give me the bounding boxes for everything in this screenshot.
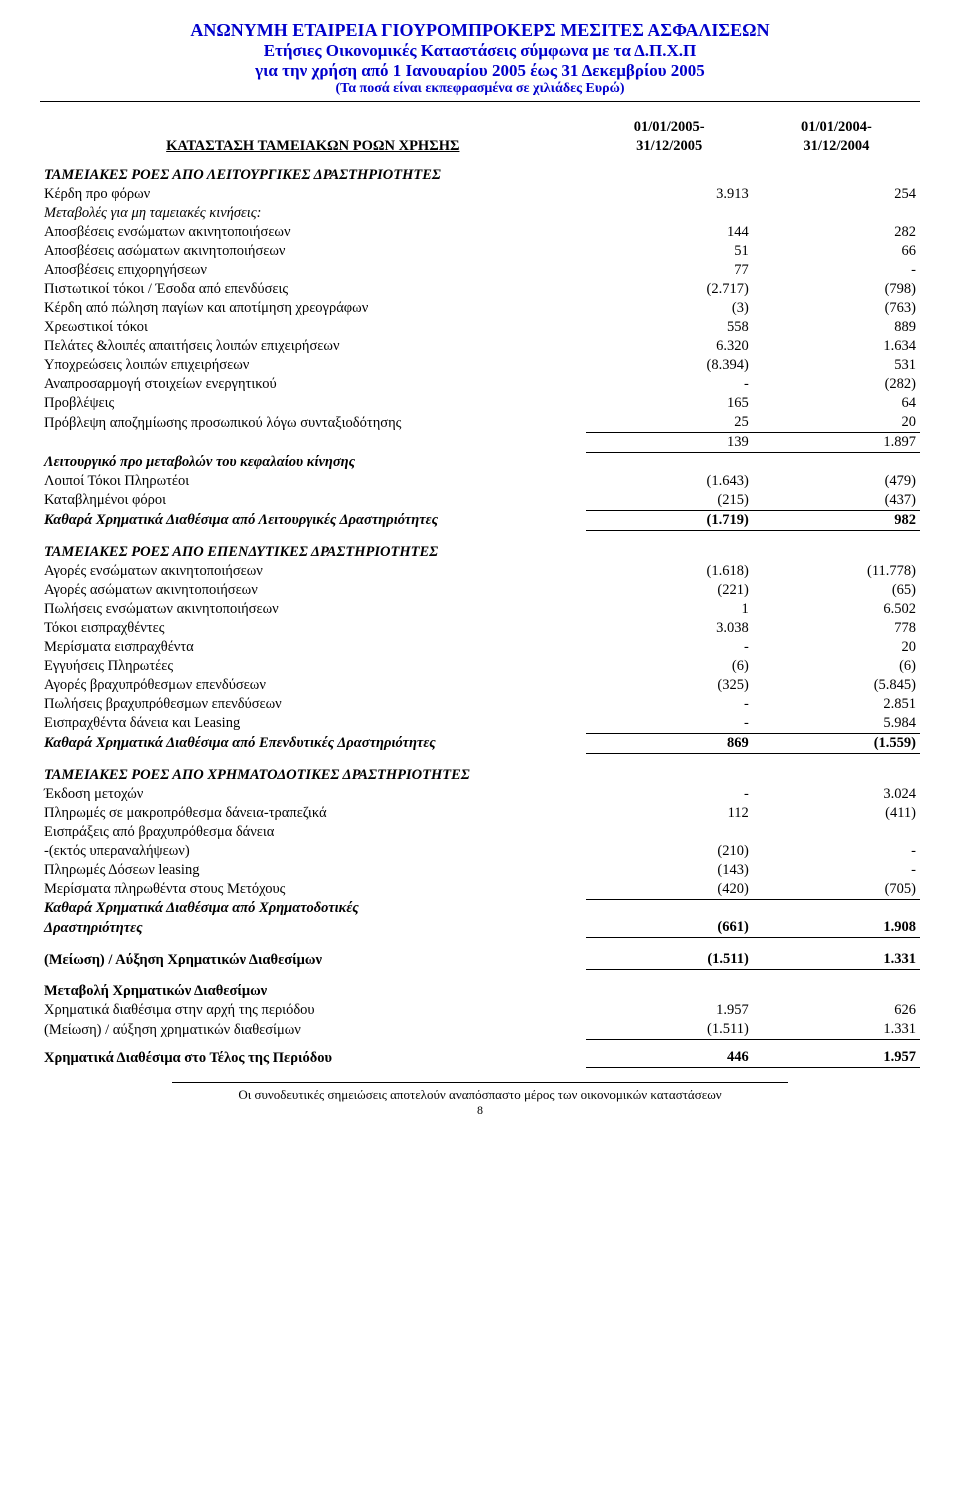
table-row: Αγορές ασώματων ακινητοποιήσεων(221)(65) xyxy=(40,581,920,600)
table-row: Αποσβέσεις επιχορηγήσεων77- xyxy=(40,261,920,280)
page-number: 8 xyxy=(40,1103,920,1118)
document-header: ΑΝΩΝΥΜΗ ΕΤΑΙΡΕΙΑ ΓΙΟΥΡΟΜΠΡΟΚΕΡΣ ΜΕΣΙΤΕΣ … xyxy=(40,20,920,97)
table-row: Λειτουργικό προ μεταβολών του κεφαλαίου … xyxy=(40,453,920,472)
section-change: Μεταβολή Χρηματικών Διαθεσίμων xyxy=(40,982,586,1001)
table-row: Μερίσματα πληρωθέντα στους Μετόχους(420)… xyxy=(40,880,920,900)
table-row: Προβλέψεις16564 xyxy=(40,394,920,413)
cashflow-table: ΚΑΤΑΣΤΑΣΗ ΤΑΜΕΙΑΚΩΝ ΡΟΩΝ ΧΡΗΣΗΣ 01/01/20… xyxy=(40,118,920,1068)
table-row: Πληρωμές σε μακροπρόθεσμα δάνεια-τραπεζι… xyxy=(40,804,920,823)
table-row: Κέρδη από πώληση παγίων και αποτίμηση χρ… xyxy=(40,299,920,318)
table-row: Χρηματικά διαθέσιμα στην αρχή της περιόδ… xyxy=(40,1001,920,1020)
header-rule xyxy=(40,101,920,102)
table-row: Πελάτες &λοιπές απαιτήσεις λοιπών επιχει… xyxy=(40,337,920,356)
main-title: ΚΑΤΑΣΤΑΣΗ ΤΑΜΕΙΑΚΩΝ ΡΟΩΝ ΧΡΗΣΗΣ xyxy=(166,128,459,154)
table-row: Μεταβολές για μη ταμειακές κινήσεις: xyxy=(40,204,920,223)
table-row: Τόκοι εισπραχθέντες3.038778 xyxy=(40,619,920,638)
table-row: Αγορές ενσώματων ακινητοποιήσεων(1.618)(… xyxy=(40,562,920,581)
period2-top: 01/01/2004- xyxy=(753,118,920,137)
table-row: Εισπραχθέντα δάνεια και Leasing-5.984 xyxy=(40,714,920,734)
section-investing: ΤΑΜΕΙΑΚΕΣ ΡΟΕΣ ΑΠΟ ΕΠΕΝΔΥΤΙΚΕΣ ΔΡΑΣΤΗΡΙΟ… xyxy=(40,543,586,562)
table-row: Καταβλημένοι φόροι(215)(437) xyxy=(40,491,920,511)
section-financing: ΤΑΜΕΙΑΚΕΣ ΡΟΕΣ ΑΠΟ ΧΡΗΜΑΤΟΔΟΤΙΚΕΣ ΔΡΑΣΤΗ… xyxy=(40,766,586,785)
table-row: Έκδοση μετοχών-3.024 xyxy=(40,785,920,804)
table-row: (Μείωση) / Αύξηση Χρηματικών Διαθεσίμων(… xyxy=(40,950,920,970)
table-row: Εισπράξεις από βραχυπρόθεσμα δάνεια xyxy=(40,823,920,842)
table-row: Καθαρά Χρηματικά Διαθέσιμα από Λειτουργι… xyxy=(40,510,920,530)
table-row: Αποσβέσεις ενσώματων ακινητοποιήσεων1442… xyxy=(40,223,920,242)
table-row: Λοιποί Τόκοι Πληρωτέοι(1.643)(479) xyxy=(40,472,920,491)
header-line1: ΑΝΩΝΥΜΗ ΕΤΑΙΡΕΙΑ ΓΙΟΥΡΟΜΠΡΟΚΕΡΣ ΜΕΣΙΤΕΣ … xyxy=(40,20,920,41)
table-row: Μερίσματα εισπραχθέντα-20 xyxy=(40,638,920,657)
period1-top: 01/01/2005- xyxy=(586,118,753,137)
section-operating: ΤΑΜΕΙΑΚΕΣ ΡΟΕΣ ΑΠΟ ΛΕΙΤΟΥΡΓΙΚΕΣ ΔΡΑΣΤΗΡΙ… xyxy=(40,166,586,185)
header-line2: Ετήσιες Οικονομικές Καταστάσεις σύμφωνα … xyxy=(40,41,920,61)
header-line4: (Τα ποσά είναι εκπεφρασμένα σε χιλιάδες … xyxy=(40,81,920,97)
footer-note: Οι συνοδευτικές σημειώσεις αποτελούν ανα… xyxy=(40,1087,920,1103)
table-row: Πωλήσεις βραχυπρόθεσμων επενδύσεων-2.851 xyxy=(40,695,920,714)
table-row: Εγγυήσεις Πληρωτέες(6)(6) xyxy=(40,657,920,676)
table-row: (Μείωση) / αύξηση χρηματικών διαθεσίμων(… xyxy=(40,1020,920,1040)
table-row: Πληρωμές Δόσεων leasing(143)- xyxy=(40,861,920,880)
table-row: Καθαρά Χρηματικά Διαθέσιμα από Επενδυτικ… xyxy=(40,733,920,753)
table-row: Πρόβλεψη αποζημίωσης προσωπικού λόγω συν… xyxy=(40,413,920,433)
table-row: Δραστηριότητες(661)1.908 xyxy=(40,918,920,938)
table-row: Χρεωστικοί τόκοι558889 xyxy=(40,318,920,337)
table-row: Κέρδη προ φόρων3.913254 xyxy=(40,185,920,204)
table-row: Αγορές βραχυπρόθεσμων επενδύσεων(325)(5.… xyxy=(40,676,920,695)
header-line3: για την χρήση από 1 Ιανουαρίου 2005 έως … xyxy=(40,61,920,81)
period2-bot: 31/12/2004 xyxy=(753,137,920,156)
footer: Οι συνοδευτικές σημειώσεις αποτελούν ανα… xyxy=(40,1082,920,1118)
period1-bot: 31/12/2005 xyxy=(586,137,753,156)
table-row: Υποχρεώσεις λοιπών επιχειρήσεων(8.394)53… xyxy=(40,356,920,375)
table-row: 1391.897 xyxy=(40,433,920,453)
table-row: Αποσβέσεις ασώματων ακινητοποιήσεων5166 xyxy=(40,242,920,261)
table-row: -(εκτός υπεραναλήψεων)(210)- xyxy=(40,842,920,861)
table-row: Πωλήσεις ενσώματων ακινητοποιήσεων16.502 xyxy=(40,600,920,619)
table-row: Καθαρά Χρηματικά Διαθέσιμα από Χρηματοδο… xyxy=(40,899,920,918)
table-row: Πιστωτικοί τόκοι / Έσοδα από επενδύσεις(… xyxy=(40,280,920,299)
table-row: Χρηματικά Διαθέσιμα στο Τέλος της Περιόδ… xyxy=(40,1048,920,1068)
table-row: Αναπροσαρμογή στοιχείων ενεργητικού-(282… xyxy=(40,375,920,394)
